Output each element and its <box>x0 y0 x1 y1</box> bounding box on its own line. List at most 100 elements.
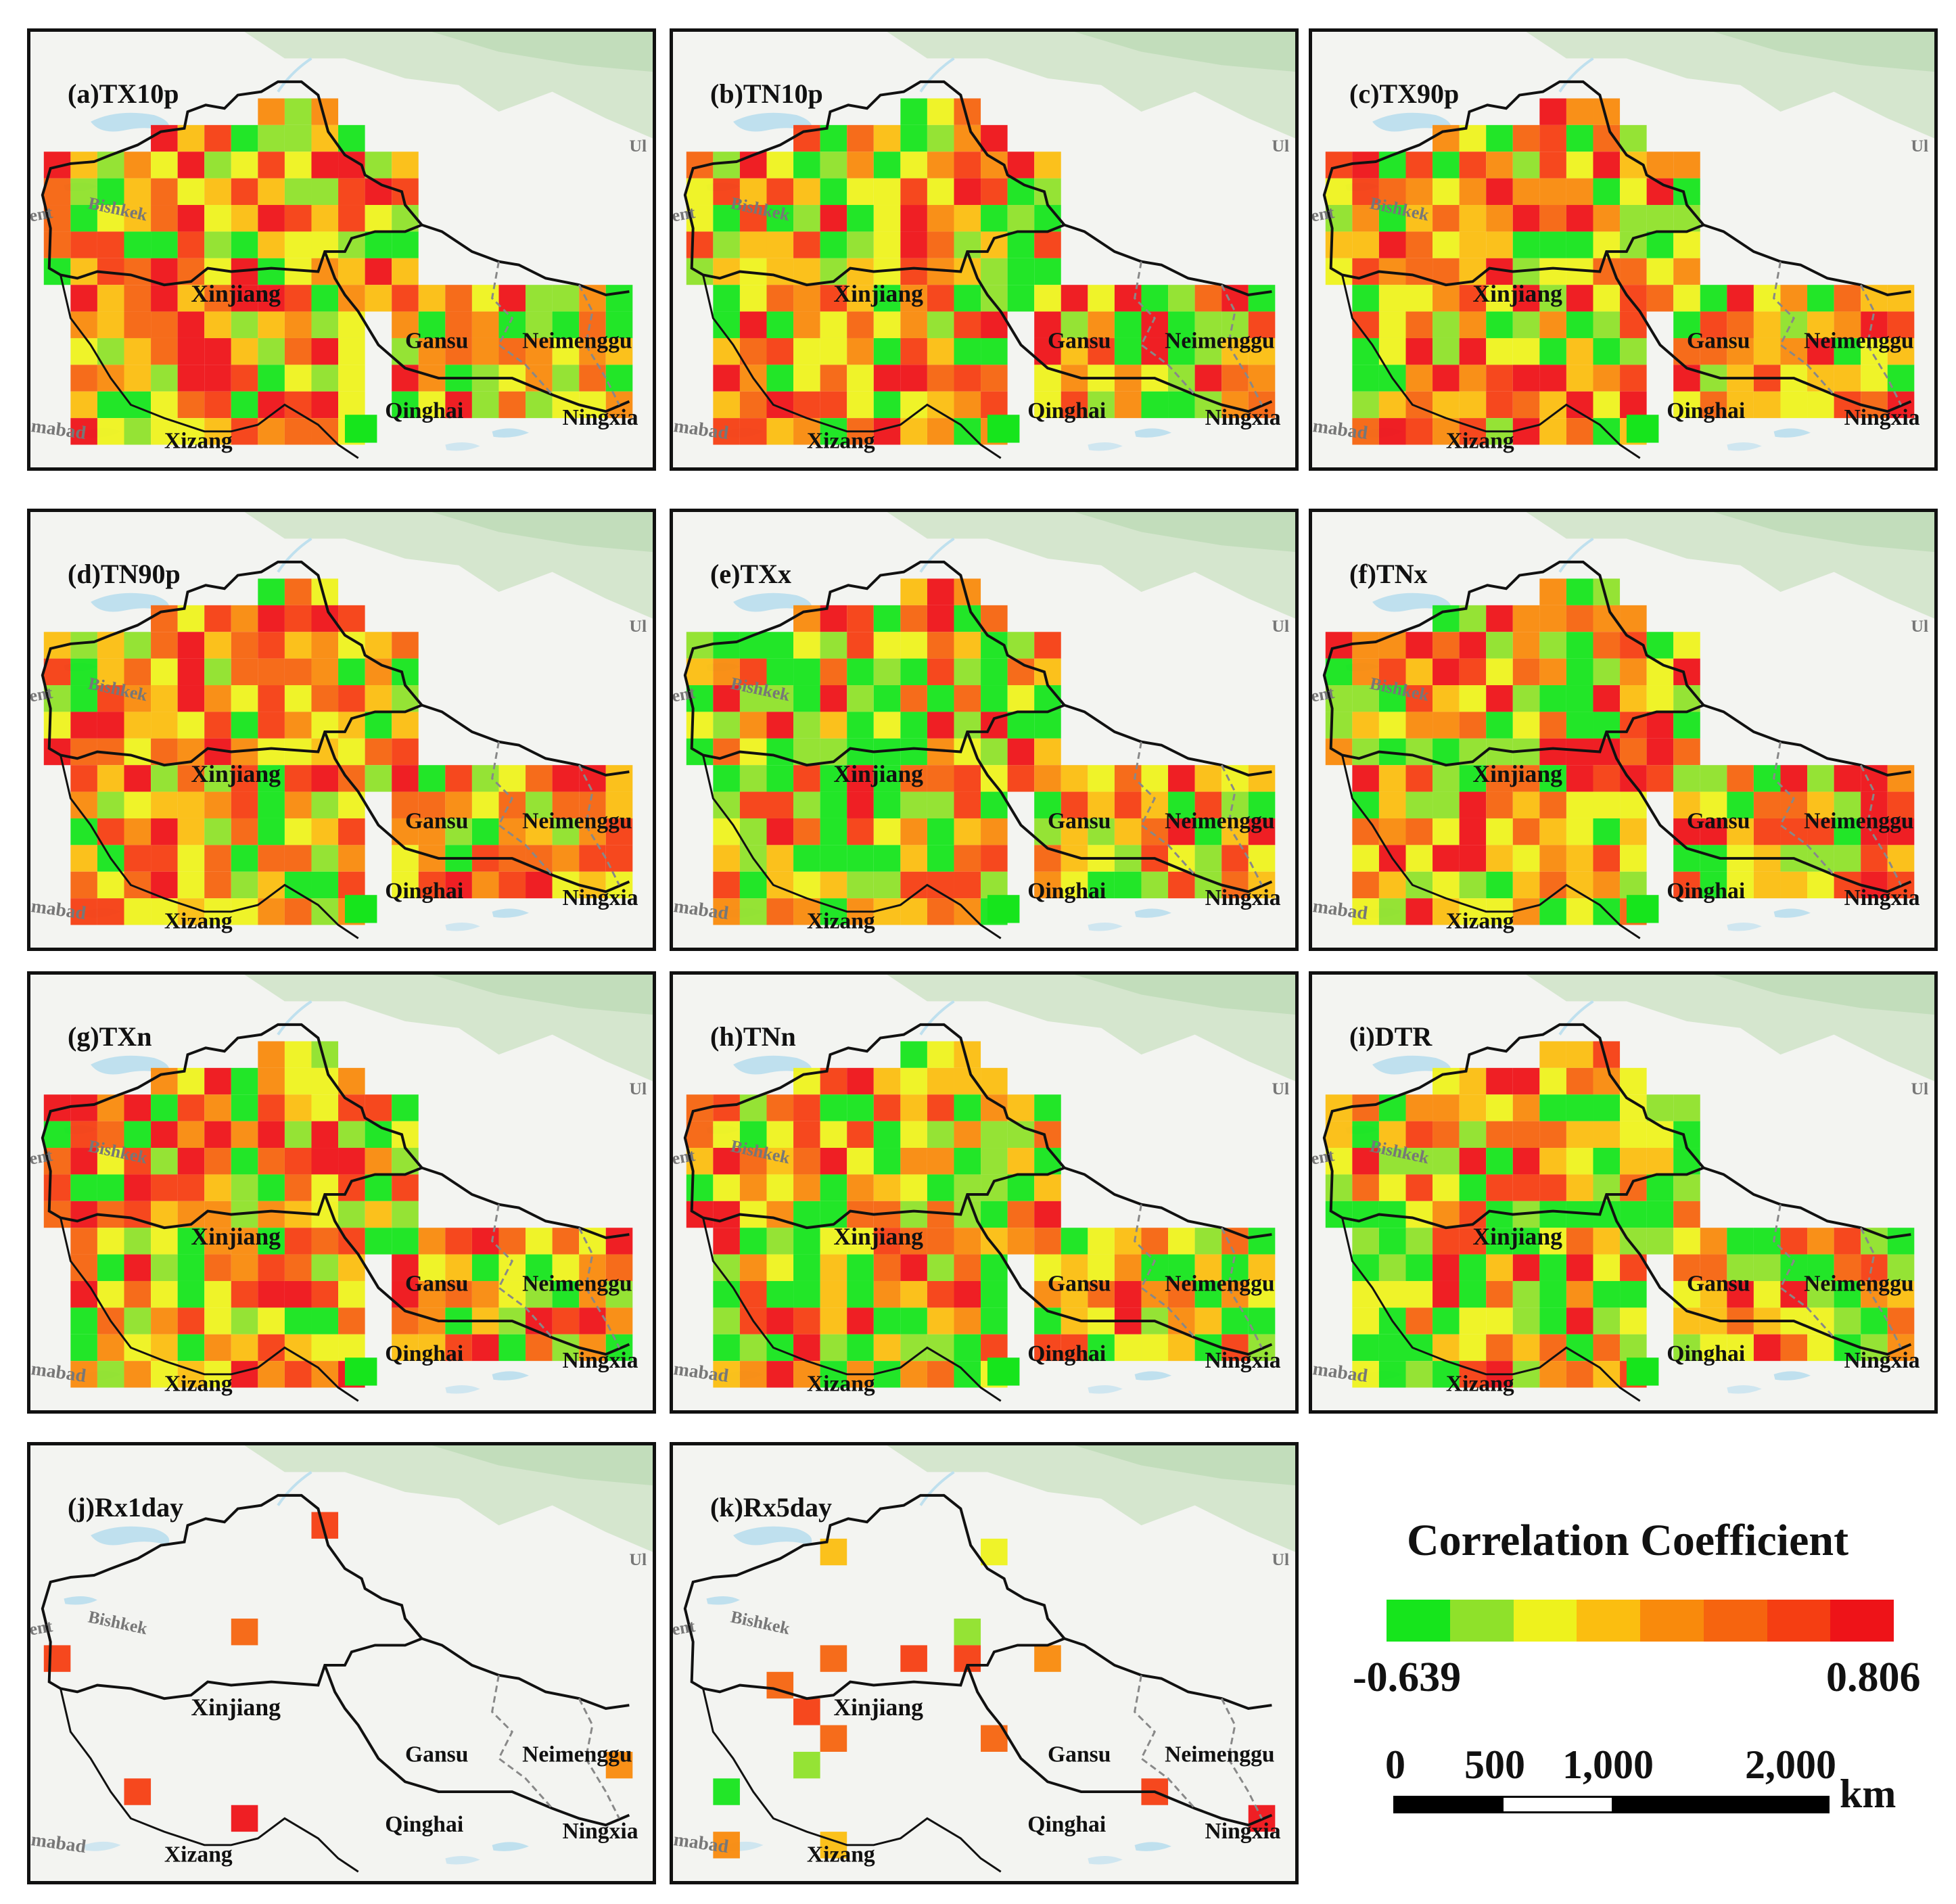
grid-cell <box>1007 1148 1035 1175</box>
grid-cell <box>900 1174 927 1201</box>
label-ningxia: Ningxia <box>1205 885 1280 910</box>
grid-cell <box>1433 898 1460 925</box>
grid-cell <box>1807 791 1834 818</box>
grid-cell <box>1405 391 1433 419</box>
grid-cell <box>1378 1254 1406 1281</box>
ramp-color-2 <box>1449 1600 1514 1642</box>
grid-cell <box>97 285 124 312</box>
grid-cell <box>1593 1334 1621 1362</box>
province-dashed-boundary <box>490 261 553 396</box>
grid-cell <box>927 178 954 206</box>
grid-cell <box>231 871 258 899</box>
grid-cell <box>1486 871 1513 899</box>
gansu-boundary <box>421 703 630 776</box>
lake-tibet-2 <box>445 442 480 451</box>
grid-cell <box>1512 365 1540 392</box>
grid-cell <box>1352 258 1379 285</box>
grid-cell <box>1405 231 1433 258</box>
grid-cell <box>1834 765 1861 792</box>
grid-cell <box>1168 1334 1195 1362</box>
qinghai-boundary <box>323 1665 630 1827</box>
grid-cell <box>820 765 847 792</box>
grid-cell <box>873 1334 901 1362</box>
ramp-color-3 <box>1513 1600 1577 1642</box>
grid-cell <box>820 685 847 712</box>
grid-cell <box>311 791 339 818</box>
grid-cell <box>231 231 258 258</box>
grid-cell <box>954 685 981 712</box>
lake-balkhash <box>91 1055 170 1075</box>
grid-cell <box>471 791 499 818</box>
grid-cell <box>900 231 927 258</box>
grid-cell <box>1646 765 1674 792</box>
grid-cell <box>900 285 927 312</box>
grid-cell <box>1807 845 1834 872</box>
grid-cell <box>1753 338 1781 365</box>
grid-cell <box>365 1094 392 1121</box>
grid-cell <box>1620 871 1647 899</box>
grid-cell <box>847 365 874 392</box>
label-gansu: Gansu <box>1048 1272 1111 1297</box>
grid-cell <box>1807 818 1834 845</box>
xizang-boundary <box>702 1217 1002 1402</box>
gansu-boundary <box>1703 223 1911 296</box>
grid-cell <box>820 1174 847 1201</box>
label-xizang: Xizang <box>164 1372 233 1397</box>
grid-cell <box>873 231 901 258</box>
grid-cell <box>552 765 580 792</box>
grid-cell <box>793 418 820 445</box>
grid-cell <box>927 791 954 818</box>
grid-cell <box>1378 658 1406 686</box>
grid-cell <box>311 391 339 419</box>
grid-cell <box>820 871 847 899</box>
grid-cell <box>1861 1280 1888 1308</box>
grid-cell <box>1539 605 1566 632</box>
grid-cell <box>793 311 820 338</box>
grid-cell <box>338 1067 365 1095</box>
grid-cell <box>1700 765 1727 792</box>
grid-cell <box>820 791 847 818</box>
grid-cell <box>1727 311 1754 338</box>
grid-cell <box>1807 285 1834 312</box>
grid-cell <box>1168 365 1195 392</box>
lake-tibet-2 <box>1727 1385 1762 1394</box>
grid-cell <box>1673 712 1700 739</box>
grid-cell <box>713 712 740 739</box>
grid-cell <box>311 285 339 312</box>
grid-cell <box>1378 391 1406 419</box>
grid-cell <box>1459 205 1487 232</box>
label-neimenggu: Neimenggu <box>1165 329 1275 354</box>
grid-cell <box>1352 1280 1379 1308</box>
grid-cell <box>873 658 901 686</box>
grid-cell <box>1034 1334 1061 1362</box>
grid-cell <box>338 1121 365 1148</box>
province-dashed-boundary <box>1772 1204 1835 1339</box>
grid-cell <box>900 98 927 125</box>
grid-cell <box>739 418 767 445</box>
river <box>919 1000 955 1036</box>
grid-cell <box>392 231 419 258</box>
grid-cell <box>1433 1228 1460 1255</box>
grid-cell <box>1486 845 1513 872</box>
grid-cell <box>1780 871 1808 899</box>
grid-cell <box>1088 285 1115 312</box>
grid-cell <box>1433 1280 1460 1308</box>
province-dashed-boundary <box>1133 261 1196 396</box>
province-dashed-boundary <box>1772 261 1835 396</box>
grid-cell <box>1486 285 1513 312</box>
grid-cell <box>552 1228 580 1255</box>
qinghai-boundary <box>1605 1194 1912 1356</box>
grid-cell <box>151 285 178 312</box>
grid-cell <box>1673 1094 1700 1121</box>
grid-cell <box>177 632 205 659</box>
ramp-color-6 <box>1703 1600 1767 1642</box>
grid-cell <box>204 605 231 632</box>
label-xizang: Xizang <box>1446 909 1514 934</box>
grid-cell <box>1378 1361 1406 1388</box>
grid-cell <box>124 338 152 365</box>
grid-cell <box>1753 1228 1781 1255</box>
grid-cell <box>151 845 178 872</box>
grid-cell <box>1753 391 1781 419</box>
grid-cell <box>1378 712 1406 739</box>
